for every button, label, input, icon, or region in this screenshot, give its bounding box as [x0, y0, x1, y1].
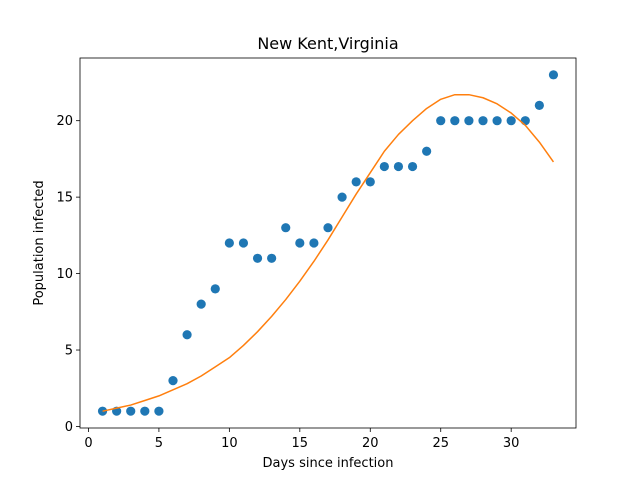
data-point — [126, 406, 136, 416]
x-tick-label: 20 — [362, 436, 379, 451]
x-tick-label: 15 — [292, 436, 309, 451]
y-tick-label: 5 — [65, 344, 73, 359]
data-point — [393, 161, 404, 172]
y-axis-label: Population infected — [32, 180, 47, 305]
data-point — [351, 177, 361, 187]
plot-area — [80, 58, 576, 428]
data-point — [224, 238, 234, 248]
x-axis-ticks: 0 5 10 15 20 25 30 — [84, 428, 519, 451]
data-point — [154, 406, 164, 416]
y-tick-label: 0 — [65, 420, 73, 435]
data-point — [210, 284, 220, 294]
data-point — [436, 116, 446, 126]
x-tick-label: 30 — [503, 436, 520, 451]
chart-title: New Kent,Virginia — [257, 34, 398, 53]
data-point — [238, 238, 249, 248]
data-point — [464, 116, 474, 126]
y-tick-label: 10 — [56, 267, 73, 282]
data-point — [252, 253, 263, 263]
fit-line — [102, 93, 555, 412]
plot-frame — [79, 57, 577, 429]
data-point — [337, 192, 347, 202]
data-point — [196, 299, 206, 309]
data-point — [478, 116, 488, 126]
y-tick-label: 15 — [56, 191, 73, 206]
data-point — [492, 116, 502, 126]
y-axis-ticks: 0 5 10 15 20 — [56, 114, 80, 435]
data-point — [520, 116, 530, 126]
data-point — [140, 406, 150, 416]
data-point — [422, 146, 432, 156]
data-point — [365, 177, 375, 187]
x-tick-label: 10 — [221, 436, 238, 451]
x-axis-label: Days since infection — [263, 456, 394, 471]
data-point — [295, 238, 305, 248]
data-point — [534, 100, 544, 110]
data-point — [506, 116, 516, 126]
data-point — [548, 70, 559, 80]
data-point — [379, 161, 389, 172]
x-tick-label: 5 — [155, 436, 163, 451]
data-point — [182, 330, 192, 340]
data-point — [281, 223, 291, 233]
data-point — [407, 161, 418, 172]
x-tick-label: 25 — [432, 436, 449, 451]
data-point — [309, 238, 319, 248]
x-tick-label: 0 — [84, 436, 92, 451]
y-tick-label: 20 — [56, 114, 73, 129]
data-point — [267, 253, 277, 263]
data-point — [450, 116, 460, 126]
data-point — [168, 376, 178, 386]
series-layer — [97, 70, 559, 416]
data-point — [323, 223, 333, 233]
